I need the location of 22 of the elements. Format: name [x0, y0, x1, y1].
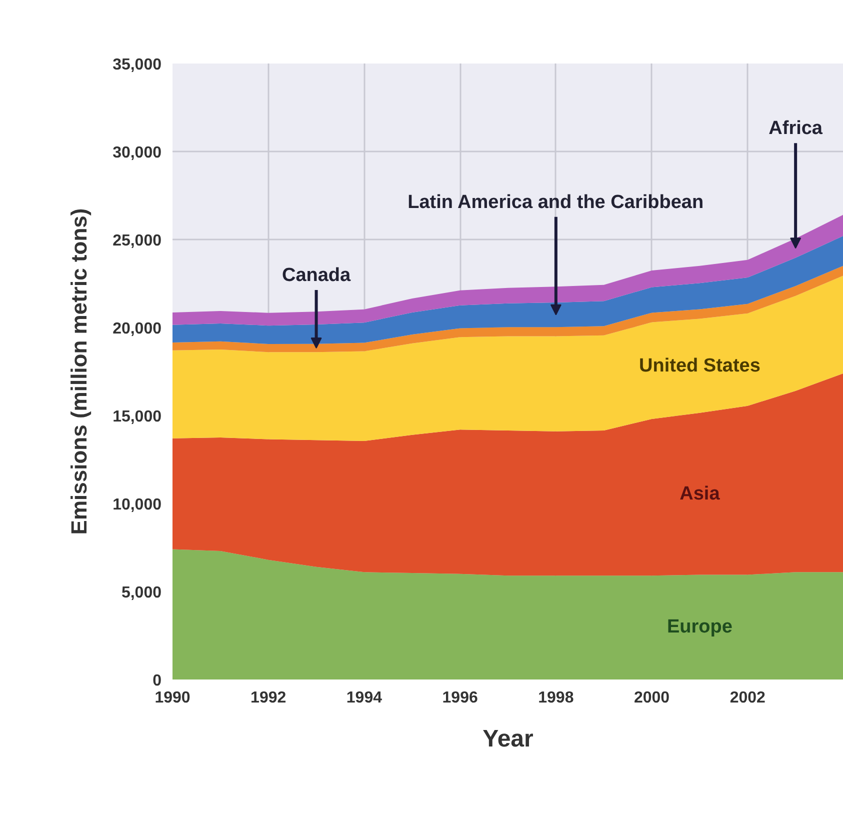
y-tick-label: 15,000 [112, 408, 162, 426]
text: Latin America and the Caribbean [408, 192, 704, 213]
series-label: Asia [680, 483, 720, 504]
y-axis-title: Emissions (million metric tons) [66, 208, 92, 535]
y-tick-label: 10,000 [112, 496, 162, 514]
y-tick-label: 30,000 [112, 144, 162, 162]
y-tick-label: 25,000 [112, 232, 162, 250]
y-tick-label: 20,000 [112, 320, 162, 338]
x-tick-label: 1998 [538, 690, 574, 706]
x-tick-label: 2000 [634, 690, 670, 706]
y-tick-label: 5,000 [121, 584, 162, 602]
y-tick-label: 0 [152, 672, 162, 690]
x-tick-label: 2002 [730, 690, 766, 706]
y-tick-label: 35,000 [112, 56, 162, 74]
x-tick-label: 1992 [250, 690, 286, 706]
x-tick-label: 1990 [154, 690, 190, 706]
x-axis-title: Year [482, 726, 534, 752]
text: Africa [768, 118, 823, 140]
series-label: United States [639, 355, 760, 376]
text: Canada [282, 265, 352, 286]
x-tick-label: 1994 [346, 690, 382, 706]
x-tick-label: 1996 [442, 690, 478, 706]
